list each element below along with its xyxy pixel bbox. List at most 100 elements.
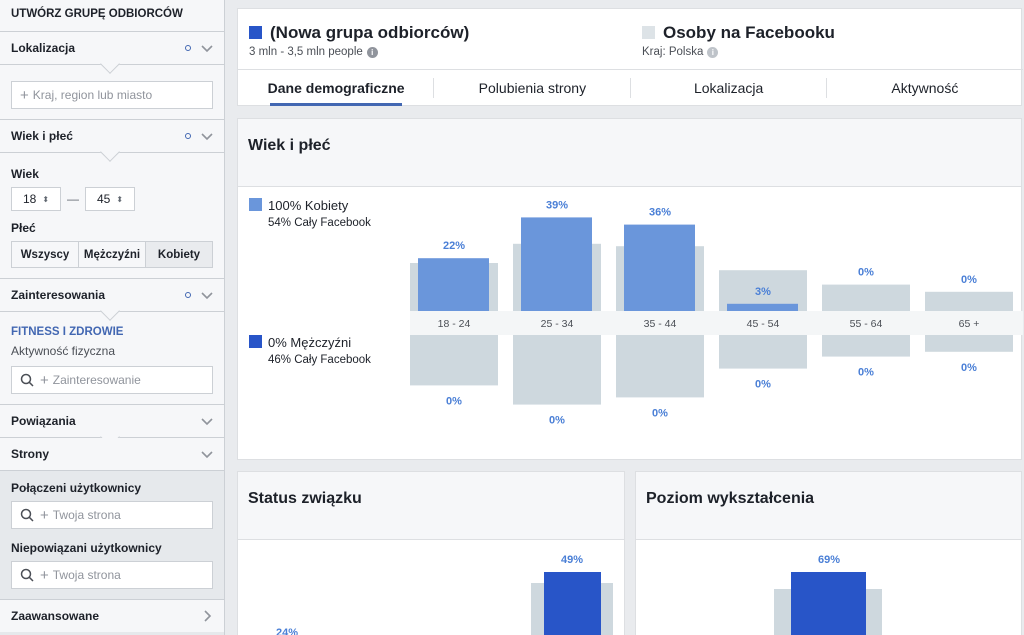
men-baseline-bar [719, 335, 807, 369]
men-swatch [249, 335, 262, 348]
women-value-label: 36% [649, 207, 671, 219]
audience-size-text: 3 mln - 3,5 mln people [249, 46, 363, 58]
pages-body: Połączeni użytkownicy + Twoja strona Nie… [0, 471, 224, 600]
gender-women-button[interactable]: Kobiety [146, 242, 212, 267]
plus-icon: + [20, 86, 29, 104]
women-value-label: 0% [858, 267, 874, 279]
audience-size: 3 mln - 3,5 mln people i [249, 46, 378, 58]
women-baseline-bar [925, 291, 1013, 311]
age-tick-label: 25 - 34 [541, 318, 574, 330]
men-value-label: 0% [549, 415, 565, 427]
not-connected-placeholder: Twoja strona [52, 568, 121, 582]
chevron-down-icon[interactable] [201, 42, 213, 54]
age-tick-label: 18 - 24 [438, 318, 471, 330]
education-level-card: Poziom wykształcenia 69% [635, 471, 1022, 635]
stepper-icon: ⬍ [116, 194, 124, 204]
interest-item[interactable]: Aktywność fizyczna [11, 344, 116, 358]
age-from-select[interactable]: 18 ⬍ [11, 187, 61, 211]
age-range: 18 ⬍ — 45 ⬍ [11, 187, 213, 211]
gender-men-button[interactable]: Mężczyźni [79, 242, 146, 267]
location-header[interactable]: Lokalizacja [0, 32, 224, 64]
age-gender-body: Wiek 18 ⬍ — 45 ⬍ Płeć Wszyscy Mężczyźni Ko… [0, 153, 224, 279]
connections-header[interactable]: Powiązania [0, 405, 224, 437]
gender-all-button[interactable]: Wszyscy [12, 242, 79, 267]
men-label: 0% Mężczyźni [268, 335, 352, 350]
pages-header[interactable]: Strony [0, 438, 224, 470]
bar-value-label: 69% [818, 554, 840, 566]
stepper-icon: ⬍ [42, 194, 50, 204]
women-legend: 100% Kobiety 54% Cały Facebook [249, 198, 371, 229]
interest-search-input[interactable]: + Zainteresowanie [11, 366, 213, 394]
women-value-label: 3% [755, 286, 771, 298]
bar-value-label: 24% [276, 627, 298, 635]
women-bar [727, 303, 798, 311]
audience-color-swatch [249, 26, 262, 39]
men-facebook-share: 46% Cały Facebook [268, 354, 371, 366]
facebook-users-text: Osoby na Facebooku [663, 23, 835, 42]
active-dot-icon [185, 133, 191, 139]
info-icon[interactable]: i [707, 47, 719, 58]
connected-users-input[interactable]: + Twoja strona [11, 501, 213, 529]
pages-label: Strony [11, 447, 50, 461]
chevron-down-icon[interactable] [201, 448, 213, 460]
location-label: Lokalizacja [11, 41, 76, 55]
chevron-down-icon[interactable] [201, 130, 213, 142]
women-bar [624, 224, 695, 311]
age-tick-label: 45 - 54 [747, 318, 780, 330]
women-label: 100% Kobiety [268, 198, 349, 213]
chevron-right-icon[interactable] [201, 610, 213, 622]
tab-page-likes[interactable]: Polubienia strony [434, 70, 631, 106]
interests-label: Zainteresowania [11, 288, 106, 302]
tab-label: Dane demograficzne [267, 80, 405, 96]
connected-users-label: Połączeni użytkownicy [11, 481, 142, 495]
audience-name: (Nowa grupa odbiorców) [249, 23, 469, 43]
advanced-label: Zaawansowane [11, 609, 100, 623]
audience-sidebar: UTWÓRZ GRUPĘ ODBIORCÓW Lokalizacja + Kra… [0, 0, 225, 635]
insight-tabs: Dane demograficzne Polubienia strony Lok… [238, 69, 1023, 106]
facebook-country-text: Kraj: Polska [642, 46, 704, 58]
chevron-down-icon[interactable] [201, 289, 213, 301]
men-baseline-bar [513, 335, 601, 405]
age-gender-label: Wiek i płeć [11, 129, 73, 143]
advanced-header[interactable]: Zaawansowane [0, 600, 224, 632]
relationship-status-card: Status związku 49% 24% [237, 471, 625, 635]
women-bar [521, 217, 592, 311]
age-dash: — [67, 192, 79, 206]
men-value-label: 0% [961, 362, 977, 374]
tab-location[interactable]: Lokalizacja [631, 70, 828, 106]
relationship-chart: 49% 24% [276, 554, 613, 635]
interests-header[interactable]: Zainteresowania [0, 279, 224, 311]
location-section: Lokalizacja [0, 32, 224, 74]
info-icon[interactable]: i [366, 47, 378, 58]
age-gender-title: Wiek i płeć [238, 119, 1021, 187]
plus-icon: + [40, 371, 49, 389]
sidebar-title: UTWÓRZ GRUPĘ ODBIORCÓW [0, 0, 224, 32]
men-baseline-bar [410, 335, 498, 386]
relationship-title: Status związku [238, 472, 624, 540]
active-dot-icon [185, 292, 191, 298]
men-value-label: 0% [755, 379, 771, 391]
age-tick-label: 65 + [959, 318, 980, 330]
men-legend: 0% Mężczyźni 46% Cały Facebook [249, 335, 371, 366]
age-to-select[interactable]: 45 ⬍ [85, 187, 135, 211]
women-facebook-share: 54% Cały Facebook [268, 217, 371, 229]
not-connected-users-input[interactable]: + Twoja strona [11, 561, 213, 589]
women-bar [418, 258, 489, 311]
men-baseline-bar [822, 335, 910, 357]
active-tab-underline [270, 103, 403, 106]
plus-icon: + [40, 506, 49, 524]
tab-activity[interactable]: Aktywność [827, 70, 1023, 106]
education-title: Poziom wykształcenia [636, 472, 1021, 540]
interests-body: FITNESS I ZDROWIE Aktywność fizyczna + Z… [0, 312, 224, 405]
men-value-label: 0% [858, 367, 874, 379]
tab-demographics[interactable]: Dane demograficzne [238, 70, 435, 106]
education-chart: 69% [774, 554, 882, 635]
location-input[interactable]: + Kraj, region lub miasto [11, 81, 213, 109]
chevron-down-icon[interactable] [201, 415, 213, 427]
age-from-value: 18 [22, 192, 37, 206]
location-placeholder: Kraj, region lub miasto [32, 88, 153, 102]
bar-value-label: 49% [561, 554, 583, 566]
advanced-section: Zaawansowane [0, 600, 224, 632]
search-icon [20, 568, 34, 582]
age-gender-header[interactable]: Wiek i płeć [0, 120, 224, 152]
